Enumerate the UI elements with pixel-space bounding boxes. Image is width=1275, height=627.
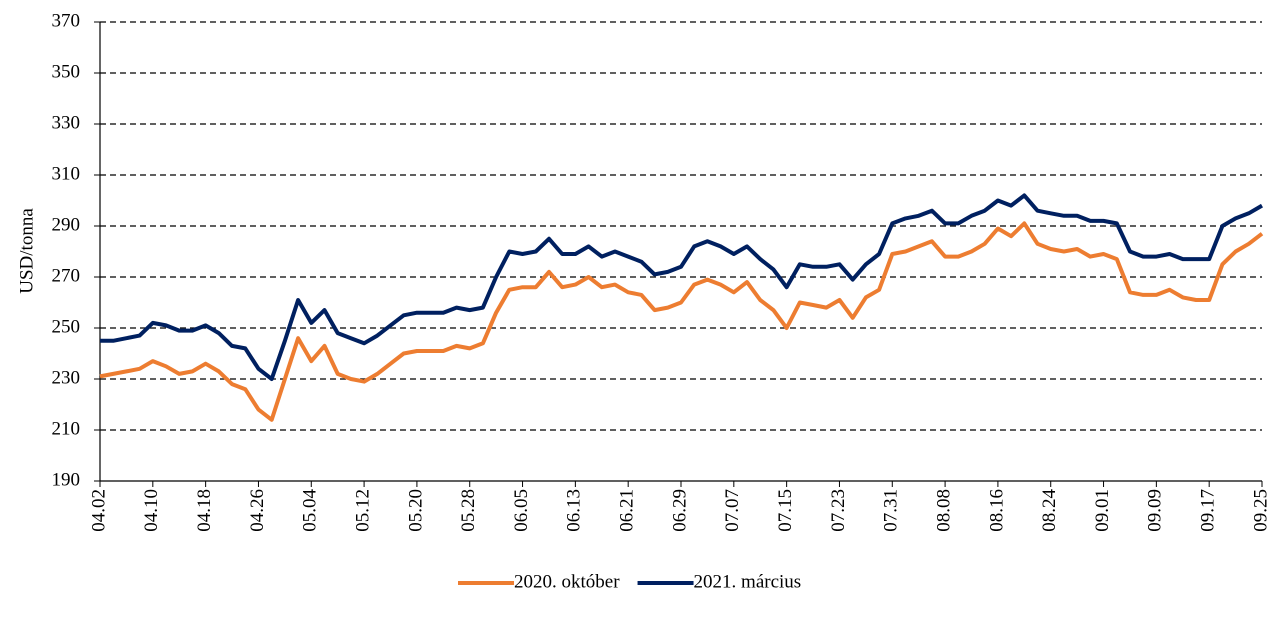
x-tick-label: 07.31 xyxy=(881,489,902,532)
x-tick-label: 04.26 xyxy=(247,489,268,532)
x-tick-label: 08.24 xyxy=(1039,489,1060,532)
y-tick-label: 210 xyxy=(52,418,81,439)
x-tick-label: 05.04 xyxy=(300,489,321,532)
y-tick-label: 310 xyxy=(52,163,81,184)
x-tick-label: 08.16 xyxy=(986,489,1007,532)
y-tick-label: 290 xyxy=(52,214,81,235)
y-axis-label: USD/tonna xyxy=(16,208,37,294)
x-tick-label: 05.20 xyxy=(405,489,426,532)
legend: 2020. október 2021. március xyxy=(458,571,801,592)
x-tick-label: 06.13 xyxy=(564,489,585,532)
y-tick-label: 190 xyxy=(52,469,81,490)
x-tick-label: 09.01 xyxy=(1092,489,1113,532)
x-tick-label: 07.07 xyxy=(722,489,743,532)
y-tick-label: 250 xyxy=(52,316,81,337)
y-tick-label: 270 xyxy=(52,265,81,286)
x-tick-label: 04.18 xyxy=(194,489,215,532)
x-tick-label: 06.21 xyxy=(617,489,638,532)
series-line xyxy=(100,193,1264,381)
y-tick-label: 370 xyxy=(52,10,81,31)
x-tick-label: 04.02 xyxy=(88,489,109,532)
x-tick-label: 06.29 xyxy=(669,489,690,532)
x-tick-label: 09.17 xyxy=(1198,489,1219,532)
x-tick-label: 08.08 xyxy=(933,489,954,532)
x-tick-label: 05.12 xyxy=(352,489,373,532)
x-tick-label: 07.23 xyxy=(828,489,849,532)
legend-label: 2021. március xyxy=(694,571,802,592)
x-tick-label: 09.25 xyxy=(1250,489,1271,532)
series-line xyxy=(99,221,1264,422)
legend-label: 2020. október xyxy=(514,571,620,592)
x-tick-label: 05.28 xyxy=(458,489,479,532)
y-tick-label: 330 xyxy=(52,112,81,133)
x-tick-label: 07.15 xyxy=(775,489,796,532)
x-tick-label: 06.05 xyxy=(511,489,532,532)
y-tick-label: 350 xyxy=(52,61,81,82)
y-tick-label: 230 xyxy=(52,367,81,388)
x-tick-label: 04.10 xyxy=(141,489,162,532)
x-tick-label: 09.09 xyxy=(1145,489,1166,532)
